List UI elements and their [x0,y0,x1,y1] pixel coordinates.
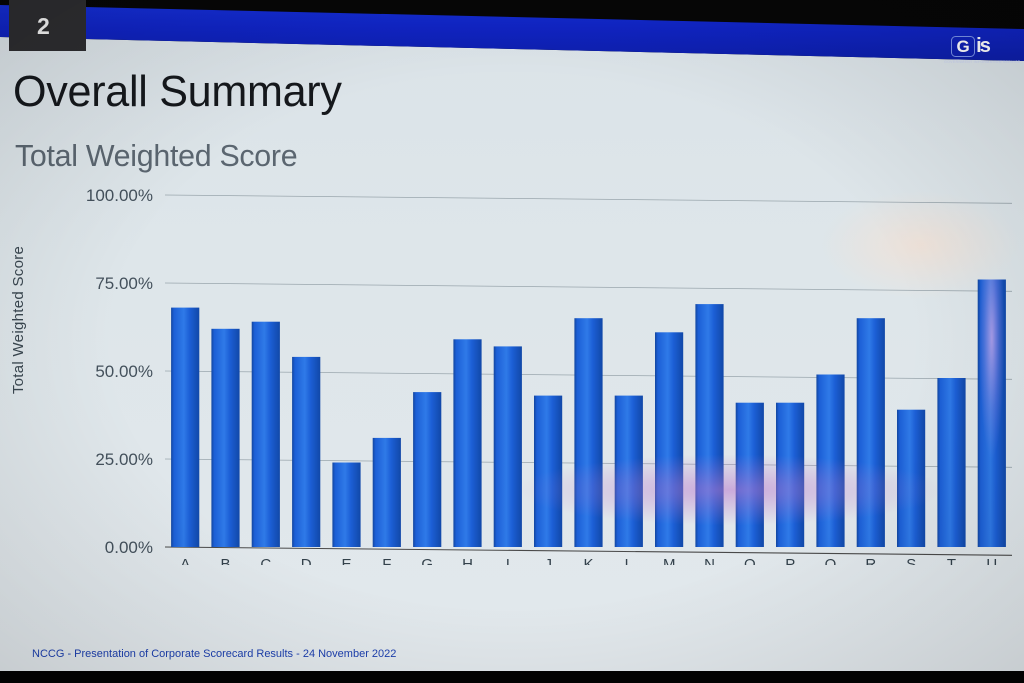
svg-text:50.00%: 50.00% [95,362,153,381]
svg-text:O: O [744,556,756,565]
svg-text:T: T [947,556,956,565]
svg-text:C: C [260,556,271,565]
svg-text:K: K [583,556,593,565]
svg-text:F: F [382,556,391,565]
svg-text:S: S [906,556,916,565]
svg-text:U: U [986,556,997,565]
svg-text:M: M [663,556,676,565]
svg-text:N: N [704,556,715,565]
svg-text:A: A [180,556,190,565]
svg-text:100.00%: 100.00% [86,186,153,205]
svg-text:G: G [421,556,433,565]
svg-text:H: H [462,556,473,565]
svg-text:75.00%: 75.00% [95,274,153,293]
svg-text:D: D [301,556,312,565]
svg-text:25.00%: 25.00% [95,450,153,469]
svg-text:0.00%: 0.00% [105,538,153,557]
svg-text:I: I [506,556,510,565]
svg-text:Q: Q [825,556,837,565]
svg-text:L: L [625,556,633,565]
svg-text:R: R [865,556,876,565]
svg-text:B: B [220,556,230,565]
svg-text:E: E [341,556,351,565]
svg-text:P: P [785,556,795,565]
svg-text:J: J [544,556,552,565]
